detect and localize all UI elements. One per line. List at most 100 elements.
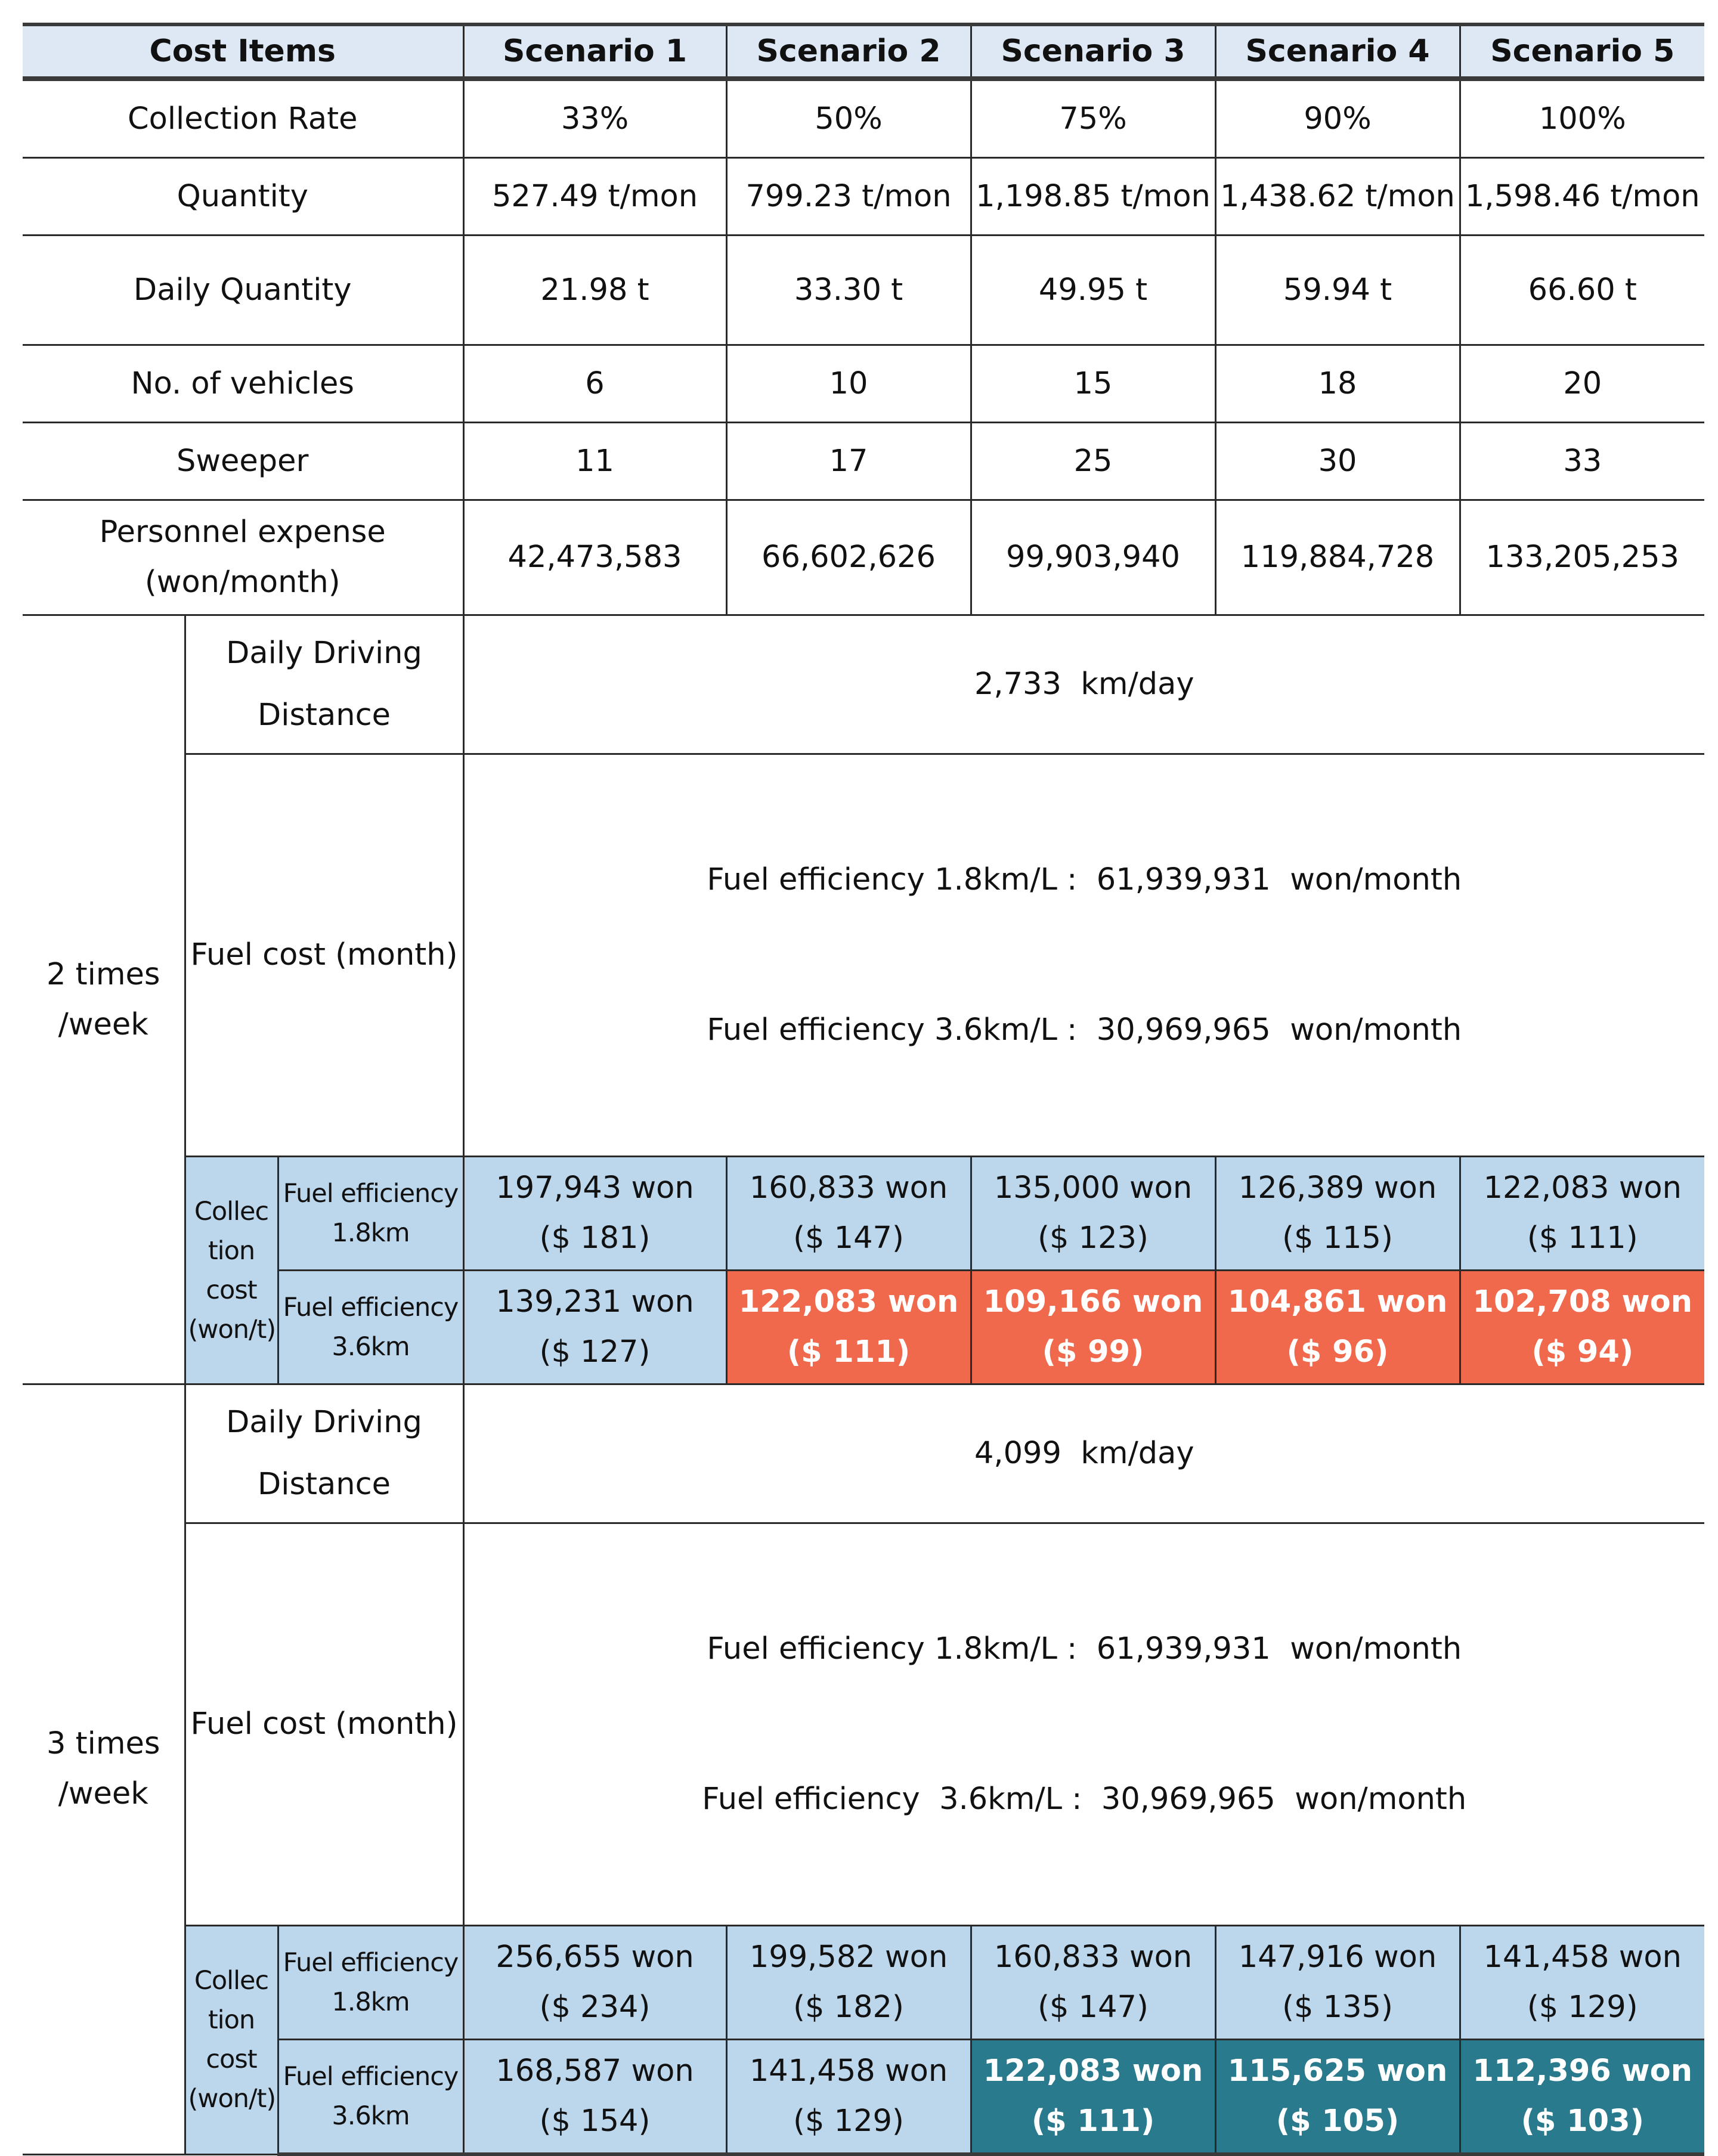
label-line: Collec	[194, 1966, 269, 1996]
quantity-row: Quantity 527.49 t/mon 799.23 t/mon 1,198…	[23, 157, 1705, 236]
three-times-eff18-row: Collec tion cost (won/t) Fuel efficiency…	[23, 1925, 1705, 2155]
cell: 10	[725, 344, 972, 423]
fuel-line: Fuel efficiency 1.8km/L : 61,939,931 won…	[707, 862, 1462, 897]
cell: 25	[970, 422, 1216, 501]
cost-usd: ($ 115)	[1282, 1221, 1393, 1256]
efficiency-label: Fuel efficiency 1.8km	[277, 1925, 465, 2040]
sub-label: Fuel cost (month)	[185, 753, 465, 1157]
cell: 17	[725, 422, 972, 501]
cell: 18	[1214, 344, 1461, 423]
label-line: cost	[206, 1275, 257, 1305]
cost-cell: 147,916 won ($ 135)	[1214, 1925, 1461, 2040]
distance-value: 2,733 km/day	[462, 614, 1705, 755]
cost-cell: 141,458 won ($ 129)	[725, 2039, 972, 2156]
cell: 30	[1214, 422, 1461, 501]
cost-usd: ($ 111)	[1527, 1221, 1638, 1256]
label-line: Fuel efficiency	[283, 2062, 459, 2092]
cell: 49.95 t	[970, 234, 1216, 346]
group-label-3-times: 3 times /week	[23, 1383, 186, 2155]
distance-value: 4,099 km/day	[462, 1383, 1705, 1524]
label-line: (won/t)	[188, 2084, 277, 2114]
label-line: Collec	[194, 1196, 269, 1226]
header-row: Cost Items Scenario 1 Scenario 2 Scenari…	[23, 23, 1705, 81]
cost-cell: 197,943 won ($ 181)	[462, 1156, 728, 1271]
cell: 33	[1459, 422, 1705, 501]
cell: 15	[970, 344, 1216, 423]
cost-won: 115,625 won	[1227, 2053, 1448, 2089]
cell: 119,884,728	[1214, 499, 1461, 616]
group-line: /week	[58, 1776, 148, 1812]
cell: 99,903,940	[970, 499, 1216, 616]
cost-won: 168,587 won	[496, 2053, 694, 2089]
three-times-distance-row: 3 times /week Daily Driving Distance 4,0…	[23, 1383, 1705, 2155]
label-line: (won/t)	[188, 1314, 277, 1345]
cost-won: 122,083 won	[738, 1284, 959, 1319]
cost-won: 141,458 won	[749, 2053, 948, 2089]
header-scenario-4: Scenario 4	[1214, 23, 1461, 81]
cost-cell: 256,655 won ($ 234)	[462, 1925, 728, 2040]
cost-cell: 122,083 won ($ 111)	[1459, 1156, 1705, 1271]
sub-label: Fuel cost (month)	[185, 1522, 465, 1926]
header-scenario-3: Scenario 3	[970, 23, 1216, 81]
collection-cost-label: Collec tion cost (won/t)	[185, 1925, 279, 2155]
row-label: Daily Quantity	[23, 234, 465, 346]
header-scenario-2: Scenario 2	[725, 23, 972, 81]
cost-comparison-table: Cost Items Scenario 1 Scenario 2 Scenari…	[23, 23, 1705, 2156]
header-scenario-5: Scenario 5	[1459, 23, 1705, 81]
cell: 133,205,253	[1459, 499, 1705, 616]
cost-won: 199,582 won	[749, 1940, 948, 1975]
row-label: Sweeper	[23, 422, 465, 501]
row-label: Quantity	[23, 157, 465, 236]
cost-cell-highlight: 112,396 won ($ 103)	[1459, 2039, 1705, 2156]
cost-cell: 160,833 won ($ 147)	[725, 1156, 972, 1271]
cost-won: 122,083 won	[1483, 1170, 1682, 1206]
group-line: /week	[58, 1006, 148, 1042]
cost-usd: ($ 234)	[539, 1990, 651, 2025]
cost-won: 256,655 won	[496, 1940, 694, 1975]
label-line: Fuel efficiency	[283, 1179, 459, 1209]
cost-usd: ($ 127)	[539, 1334, 651, 1370]
group-line: 3 times	[47, 1726, 160, 1762]
cost-usd: ($ 182)	[793, 1990, 904, 2025]
efficiency-label: Fuel efficiency 3.6km	[278, 2039, 465, 2156]
cell: 6	[462, 344, 728, 423]
sub-label: Daily Driving Distance	[184, 614, 465, 755]
cost-usd: ($ 135)	[1282, 1990, 1393, 2025]
cost-cell-highlight: 122,083 won ($ 111)	[970, 2039, 1216, 2156]
cost-won: 102,708 won	[1472, 1284, 1693, 1319]
fuel-line: Fuel efficiency 1.8km/L : 61,939,931 won…	[707, 1631, 1462, 1666]
cost-usd: ($ 94)	[1531, 1334, 1634, 1370]
three-times-fuel-row: Fuel cost (month) Fuel efficiency 1.8km/…	[23, 1522, 1705, 1926]
cell: 33.30 t	[725, 234, 972, 346]
cost-cell-highlight: 115,625 won ($ 105)	[1214, 2039, 1461, 2156]
label-line: tion	[208, 2005, 255, 2036]
sweeper-row: Sweeper 11 17 25 30 33	[23, 422, 1705, 501]
label-line: Fuel efficiency	[283, 1293, 459, 1322]
cost-usd: ($ 129)	[1527, 1990, 1638, 2025]
cell: 21.98 t	[462, 234, 728, 346]
label-line: 1.8km	[332, 1987, 410, 2017]
efficiency-label: Fuel efficiency 3.6km	[278, 1269, 465, 1385]
fuel-line: Fuel efficiency 3.6km/L : 30,969,965 won…	[707, 1012, 1462, 1048]
fuel-line: Fuel efficiency 3.6km/L : 30,969,965 won…	[702, 1782, 1467, 1817]
daily-quantity-row: Daily Quantity 21.98 t 33.30 t 49.95 t 5…	[23, 234, 1705, 346]
vehicles-row: No. of vehicles 6 10 15 18 20	[23, 344, 1705, 423]
cell: 75%	[970, 78, 1216, 159]
cost-won: 197,943 won	[496, 1170, 694, 1206]
label-line: Daily Driving	[226, 636, 422, 671]
cell: 20	[1459, 344, 1705, 423]
cost-usd: ($ 147)	[1038, 1990, 1149, 2025]
header-scenario-1: Scenario 1	[462, 23, 728, 81]
label-line: 3.6km	[332, 1332, 410, 1362]
cost-cell-highlight: 109,166 won ($ 99)	[970, 1269, 1216, 1385]
cell: 799.23 t/mon	[725, 157, 972, 236]
cost-usd: ($ 147)	[793, 1221, 904, 1256]
cost-usd: ($ 181)	[539, 1221, 651, 1256]
cost-usd: ($ 129)	[793, 2104, 904, 2139]
cost-won: 112,396 won	[1472, 2053, 1693, 2089]
cost-usd: ($ 111)	[1031, 2104, 1155, 2139]
cost-won: 160,833 won	[749, 1170, 948, 1206]
sub-label: Daily Driving Distance	[184, 1383, 465, 1524]
cost-cell: 168,587 won ($ 154)	[462, 2039, 728, 2156]
cell: 1,198.85 t/mon	[970, 157, 1216, 236]
